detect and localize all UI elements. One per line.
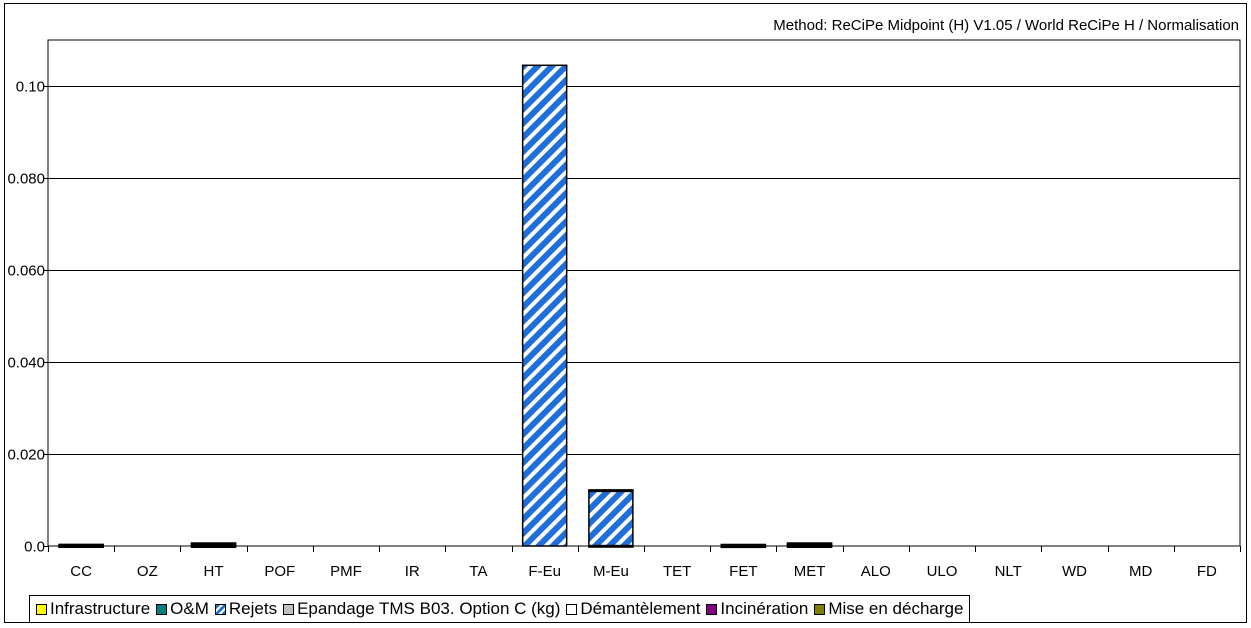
- y-tick-label: 0.020: [7, 447, 45, 464]
- legend: Infrastructure O&M Rejets Epandage TMS B03.…: [29, 595, 971, 623]
- x-tick-label: NLT: [995, 563, 1022, 580]
- x-tick-label: F-Eu: [528, 563, 561, 580]
- x-tick-label: WD: [1062, 563, 1087, 580]
- x-tick-label: OZ: [137, 563, 158, 580]
- x-tick-label: CC: [70, 563, 92, 580]
- x-tick-label: MD: [1129, 563, 1152, 580]
- x-tick-label: PMF: [330, 563, 362, 580]
- legend-swatch: [214, 603, 226, 615]
- legend-label: Incinération: [720, 599, 809, 618]
- legend-swatch: [36, 603, 47, 615]
- y-tick-labels: 0.0 0.020 0.040 0.060 0.080 0.10: [7, 79, 45, 556]
- bars: [58, 64, 833, 549]
- legend-item: Démantèlement: [566, 599, 700, 619]
- legend-label: Rejets: [228, 599, 278, 618]
- legend-label: Démantèlement: [580, 599, 701, 618]
- y-tick-label: 0.080: [7, 171, 45, 188]
- bar-segment: [786, 542, 833, 546]
- bar-segment: [588, 490, 634, 547]
- bar-segment: [521, 64, 568, 547]
- legend-swatch: [706, 603, 718, 615]
- y-tick-label: 0.040: [7, 355, 45, 372]
- legend-label: Mise en décharge: [828, 599, 964, 618]
- x-tick-label: FET: [729, 563, 757, 580]
- legend-label: O&M: [170, 599, 209, 618]
- legend-item: Incinération: [706, 599, 808, 619]
- axes: [43, 39, 1241, 552]
- legend-label: Epandage TMS B03. Option C (kg): [297, 599, 561, 618]
- x-tick-label: ULO: [927, 563, 958, 580]
- method-label: Method: ReCiPe Midpoint (H) V1.05 / Worl…: [773, 17, 1239, 34]
- bar-segment: [588, 489, 634, 493]
- legend-item: Mise en décharge: [814, 599, 963, 619]
- x-tick-label: FD: [1197, 563, 1217, 580]
- y-tick-label: 0.10: [16, 79, 45, 96]
- legend-swatch: [566, 603, 578, 615]
- legend-swatch: [814, 603, 826, 615]
- bar-segment: [190, 542, 237, 546]
- legend-item: Epandage TMS B03. Option C (kg): [283, 599, 560, 619]
- legend-item: Rejets: [214, 599, 278, 619]
- legend-item: O&M: [156, 599, 209, 619]
- x-tick-label: POF: [264, 563, 295, 580]
- x-tick-label: MET: [794, 563, 826, 580]
- x-tick-label: IR: [405, 563, 420, 580]
- legend-label: Infrastructure: [50, 599, 151, 618]
- y-tick-label: 0.060: [7, 263, 45, 280]
- gridlines: [48, 86, 1240, 455]
- x-tick-label: TA: [469, 563, 487, 580]
- y-tick-label: 0.0: [24, 539, 45, 556]
- x-tick-label: ALO: [861, 563, 891, 580]
- x-tick-labels: CC OZ HT POF PMF IR TA F-Eu M-Eu TET FET MET ALO ULO N…: [70, 563, 1217, 580]
- x-tick-label: HT: [204, 563, 224, 580]
- legend-swatch: [283, 603, 295, 615]
- legend-swatch: [156, 603, 168, 615]
- plot-area: [47, 39, 1241, 547]
- x-tick-label: TET: [663, 563, 691, 580]
- x-tick-label: M-Eu: [593, 563, 629, 580]
- legend-item: Infrastructure: [36, 599, 150, 619]
